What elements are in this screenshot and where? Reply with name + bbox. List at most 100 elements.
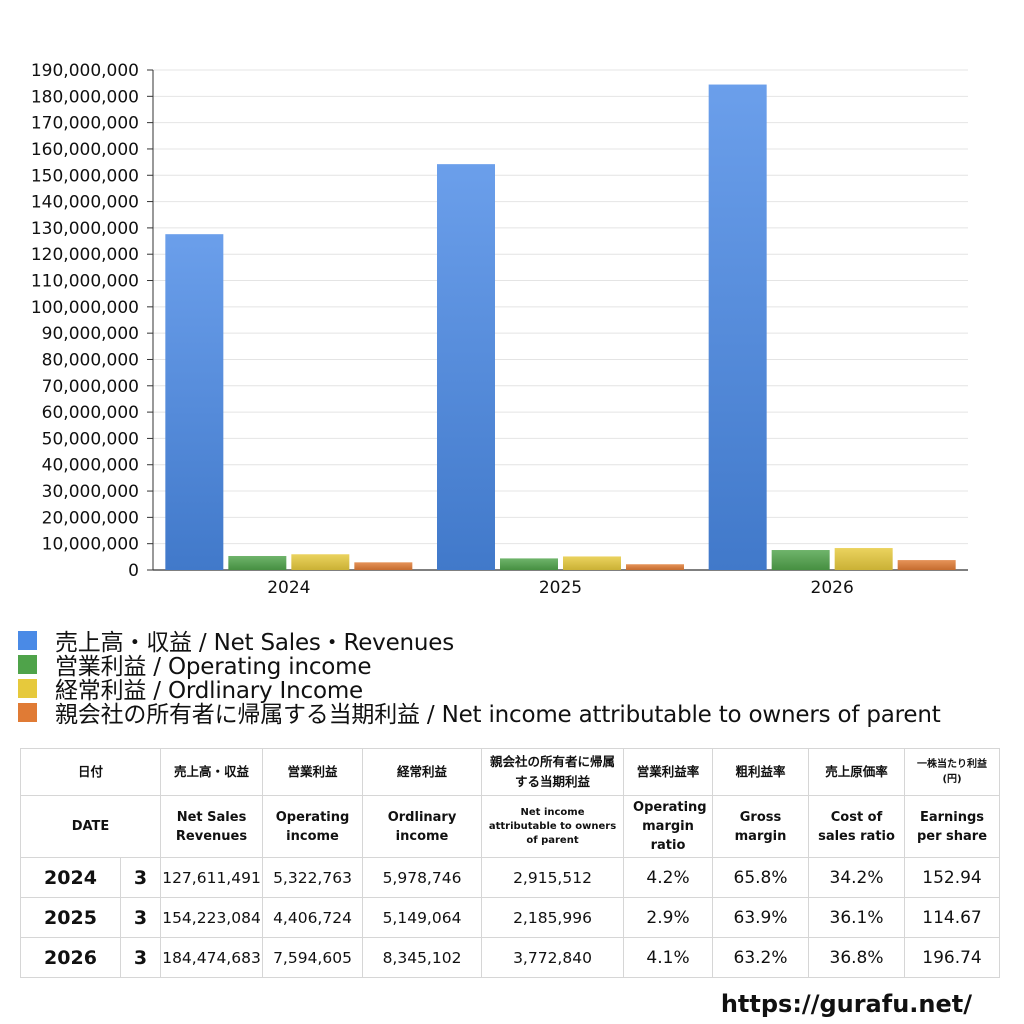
header-eps-jp-text: 一株当たり利益(円) (917, 759, 988, 785)
y-tick-label: 160,000,000 (31, 140, 139, 160)
header-eps-en-text: Earnings per share (916, 809, 988, 844)
row-op-income: 7,594,605 (262, 937, 364, 978)
bar (165, 234, 224, 570)
header-ord-income-jp: 経常利益 (362, 748, 483, 796)
y-tick-label: 190,000,000 (31, 61, 139, 81)
row-cost-ratio: 34.2% (808, 857, 906, 898)
row-net-income: 3,772,840 (481, 937, 625, 978)
table-row: 2024 3 127,611,491 5,322,763 5,978,746 2… (20, 857, 1001, 898)
row-ord-income: 5,149,064 (362, 897, 483, 938)
y-tick-label: 100,000,000 (31, 298, 139, 318)
chart-legend: 売上高・収益 / Net Sales・Revenues 営業利益 / Opera… (18, 628, 1018, 728)
row-year: 2024 (20, 857, 121, 898)
x-tick-label: 2025 (539, 578, 582, 598)
bar (228, 555, 287, 570)
y-axis-ticks: 0 10,000,000 20,000,000 30,000,000 40,000,00… (31, 61, 968, 581)
row-month: 3 (119, 937, 162, 978)
legend-label: 親会社の所有者に帰属する当期利益 / Net income attributab… (55, 702, 941, 728)
bar-chart: 0 10,000,000 20,000,000 30,000,000 40,000,00… (31, 61, 968, 598)
row-net-income: 2,185,996 (481, 897, 625, 938)
header-date-en: DATE (19, 795, 162, 858)
header-cost-jp: 売上原価率 (808, 748, 906, 796)
row-net-income: 2,915,512 (481, 857, 625, 898)
row-sales: 127,611,491 (160, 857, 264, 898)
table-row: 2026 3 184,474,683 7,594,605 8,345,102 3… (20, 937, 1001, 978)
row-eps: 152.94 (904, 857, 1001, 898)
bar (291, 554, 350, 570)
legend-item-net-income: 親会社の所有者に帰属する当期利益 / Net income attributab… (18, 700, 1018, 728)
row-ord-income: 5,978,746 (362, 857, 483, 898)
y-tick-label: 170,000,000 (31, 114, 139, 134)
legend-item-ordinary-income: 経常利益 / Ordlinary Income (18, 676, 1018, 704)
y-tick-label: 0 (128, 561, 139, 581)
row-sales: 154,223,084 (160, 897, 264, 938)
header-sales-jp: 売上高・収益 (160, 748, 264, 796)
row-eps: 114.67 (904, 897, 1001, 938)
y-tick-label: 150,000,000 (31, 166, 139, 186)
header-op-ratio-en-text: Operating margin ratio (633, 800, 707, 853)
legend-item-operating-income: 営業利益 / Operating income (18, 652, 1018, 680)
legend-label: 営業利益 / Operating income (55, 654, 372, 680)
header-sales-en: Net Sales Revenues (160, 795, 264, 858)
financial-data-table: 日付 売上高・収益 営業利益 経常利益 親会社の所有者に帰属する当期利益 営業利… (19, 748, 1001, 978)
header-net-income-jp-text: 親会社の所有者に帰属する当期利益 (490, 754, 616, 789)
y-tick-label: 10,000,000 (42, 535, 139, 555)
header-ord-income-en-text: Ordlinary income (387, 809, 457, 844)
row-month: 3 (119, 897, 162, 938)
bar (563, 556, 621, 570)
y-tick-label: 30,000,000 (42, 482, 139, 502)
header-net-income-en: Net income attributable to owners of par… (481, 795, 625, 858)
row-ord-income: 8,345,102 (362, 937, 483, 978)
legend-label: 経常利益 / Ordlinary Income (55, 678, 363, 704)
y-tick-label: 70,000,000 (42, 377, 139, 397)
header-op-income-jp: 営業利益 (262, 748, 364, 796)
y-tick-label: 140,000,000 (31, 193, 139, 213)
row-gross-margin: 65.8% (712, 857, 810, 898)
legend-swatch (18, 654, 37, 674)
row-cost-ratio: 36.1% (808, 897, 906, 938)
header-op-ratio-jp: 営業利益率 (623, 748, 714, 796)
row-op-income: 5,322,763 (262, 857, 364, 898)
row-op-ratio: 4.2% (623, 857, 714, 898)
row-gross-margin: 63.9% (712, 897, 810, 938)
bar (626, 564, 684, 570)
y-tick-label: 50,000,000 (42, 429, 139, 449)
table-header-jp-row: 日付 売上高・収益 営業利益 経常利益 親会社の所有者に帰属する当期利益 営業利… (19, 748, 1001, 796)
header-op-income-en-text: Operating income (275, 809, 350, 844)
row-cost-ratio: 36.8% (808, 937, 906, 978)
header-ord-income-en: Ordlinary income (362, 795, 483, 858)
row-month: 3 (119, 857, 162, 898)
header-cost-en-text: Cost of sales ratio (818, 809, 895, 844)
row-eps: 196.74 (904, 937, 1001, 978)
chart-bars (165, 84, 956, 570)
bar (897, 560, 956, 570)
table-header-en-row: DATE Net Sales Revenues Operating income… (19, 795, 1001, 858)
header-op-income-en: Operating income (262, 795, 364, 858)
y-tick-label: 80,000,000 (42, 350, 139, 370)
row-year: 2026 (20, 937, 121, 978)
row-year: 2025 (20, 897, 121, 938)
y-tick-label: 40,000,000 (42, 456, 139, 476)
legend-swatch (18, 678, 37, 698)
header-gross-en-text: Gross margin (734, 809, 787, 844)
row-gross-margin: 63.2% (712, 937, 810, 978)
bar (834, 548, 893, 570)
x-axis-ticks: 2024 2025 2026 (267, 578, 854, 598)
header-gross-jp: 粗利益率 (712, 748, 810, 796)
header-sales-en-text: Net Sales Revenues (175, 809, 248, 844)
header-gross-en: Gross margin (712, 795, 810, 858)
header-op-ratio-en: Operating margin ratio (623, 795, 714, 858)
y-tick-label: 60,000,000 (42, 403, 139, 423)
y-tick-label: 130,000,000 (31, 219, 139, 239)
bar (771, 550, 830, 570)
bar (500, 558, 558, 570)
header-eps-en: Earnings per share (904, 795, 1001, 858)
header-date-jp: 日付 (19, 748, 162, 796)
row-op-income: 4,406,724 (262, 897, 364, 938)
chart-grid (153, 69, 968, 545)
x-tick-label: 2024 (267, 578, 310, 598)
row-op-ratio: 4.1% (623, 937, 714, 978)
table-row: 2025 3 154,223,084 4,406,724 5,149,064 2… (20, 897, 1001, 938)
legend-swatch (18, 630, 37, 650)
site-url[interactable]: https://gurafu.net/ (720, 990, 972, 1018)
